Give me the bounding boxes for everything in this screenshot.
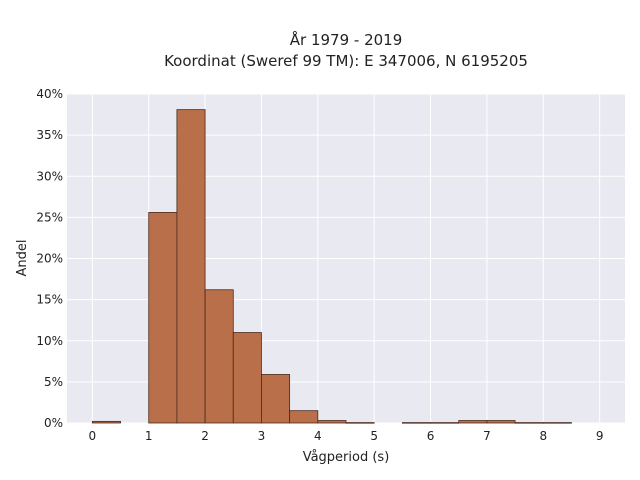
- y-axis-label: Andel: [15, 240, 30, 277]
- bars: [91, 109, 572, 424]
- chart-title-line-1: År 1979 - 2019: [290, 30, 403, 49]
- y-tick-label: 35%: [36, 128, 63, 142]
- x-tick-label: 8: [539, 429, 547, 443]
- histogram-bar: [514, 422, 544, 424]
- y-axis-ticks: 0% 5% 10% 15% 20% 25% 30% 35% 40%: [36, 87, 63, 430]
- y-tick-label: 25%: [36, 210, 63, 224]
- histogram-bar: [401, 422, 431, 424]
- y-tick-label: 30%: [36, 169, 63, 183]
- y-tick-label: 15%: [36, 293, 63, 307]
- x-axis-label: Vågperiod (s): [303, 450, 390, 465]
- x-tick-label: 0: [89, 429, 97, 443]
- histogram-bar: [542, 422, 572, 424]
- y-tick-label: 0%: [44, 416, 63, 430]
- histogram-bar: [91, 420, 121, 424]
- histogram-bar: [486, 420, 516, 424]
- histogram-bar: [148, 212, 178, 424]
- y-tick-label: 40%: [36, 87, 63, 101]
- x-tick-label: 9: [596, 429, 604, 443]
- x-tick-label: 1: [145, 429, 153, 443]
- y-tick-label: 5%: [44, 375, 63, 389]
- x-tick-label: 7: [483, 429, 491, 443]
- histogram-bar: [430, 422, 460, 424]
- x-tick-label: 6: [427, 429, 435, 443]
- y-tick-label: 20%: [36, 252, 63, 266]
- histogram-bar: [289, 410, 319, 424]
- histogram-bar: [232, 332, 262, 424]
- chart-title-line-2: Koordinat (Sweref 99 TM): E 347006, N 61…: [164, 52, 528, 70]
- histogram-bar: [458, 420, 488, 424]
- x-tick-label: 2: [201, 429, 209, 443]
- histogram-bar: [261, 374, 291, 424]
- histogram-bar: [345, 422, 375, 424]
- x-tick-label: 4: [314, 429, 322, 443]
- x-axis-ticks: 0 1 2 3 4 5 6 7 8 9: [89, 429, 604, 443]
- x-tick-label: 5: [370, 429, 378, 443]
- x-tick-label: 3: [258, 429, 266, 443]
- histogram-bar: [176, 109, 206, 424]
- y-tick-label: 10%: [36, 334, 63, 348]
- histogram-bar: [317, 420, 347, 424]
- histogram-bar: [204, 289, 234, 424]
